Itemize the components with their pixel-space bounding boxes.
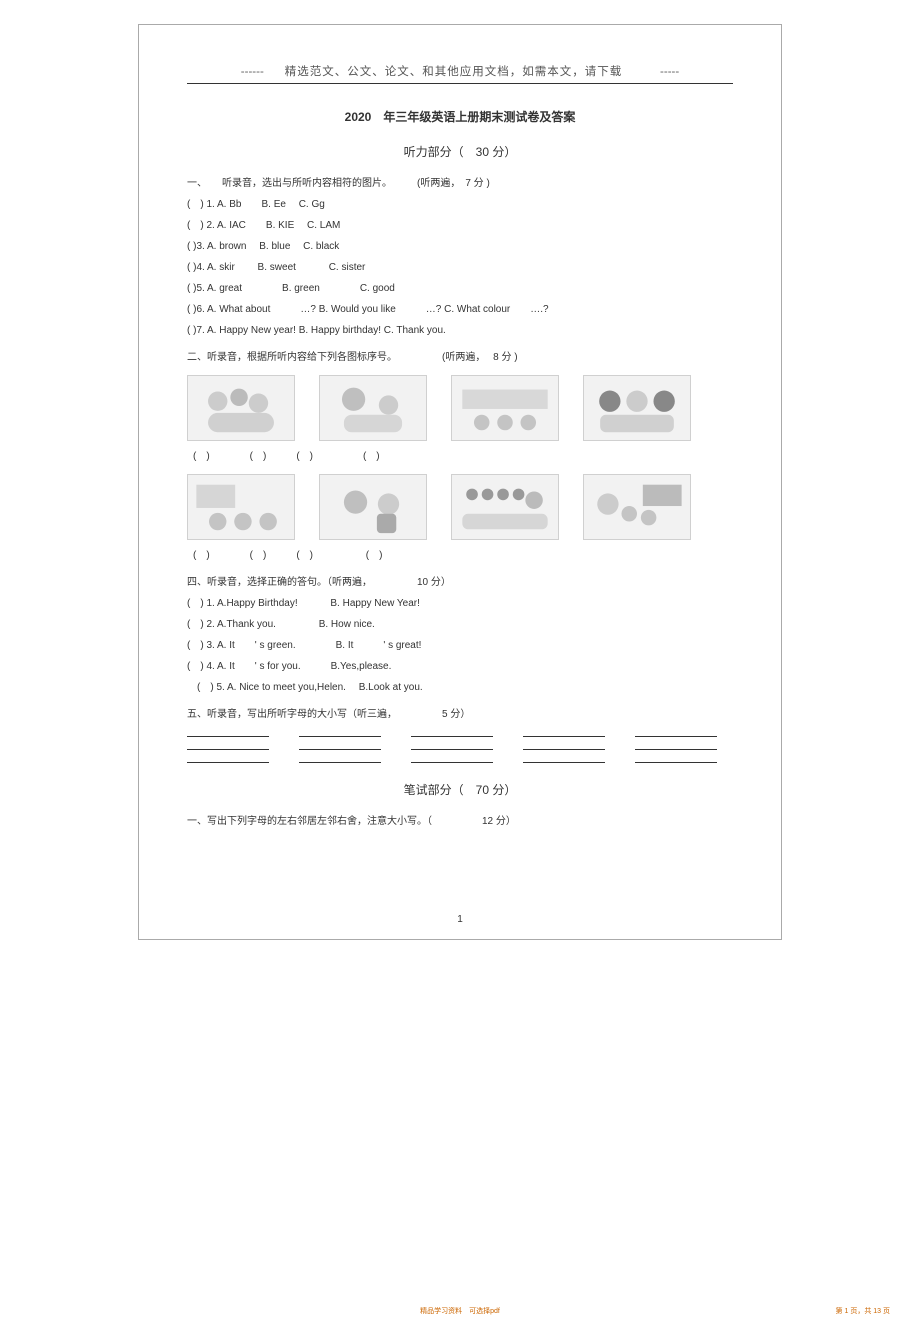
paren-row-1: ( ) ( ) ( ) ( ) bbox=[193, 447, 733, 462]
image-cell bbox=[451, 375, 559, 441]
section5-intro: 五、听录音，写出所听字母的大小写（听三遍， 5 分） bbox=[187, 705, 733, 724]
image-cell bbox=[583, 375, 691, 441]
s4-q1: ( ) 1. A.Happy Birthday! B. Happy New Ye… bbox=[187, 594, 733, 613]
letter-blank bbox=[299, 739, 381, 750]
letter-blank bbox=[635, 752, 717, 763]
footer-center: 精品学习资料 可选择pdf bbox=[420, 1306, 500, 1316]
header-text: 精选范文、公文、论文、和其他应用文档，如需本文，请下载 bbox=[285, 66, 623, 78]
s1-q3: ( )3. A. brown B. blue C. black bbox=[187, 237, 733, 256]
s1-q5: ( )5. A. great B. green C. good bbox=[187, 279, 733, 298]
s1-q2: ( ) 2. A. IAC B. KIE C. LAM bbox=[187, 216, 733, 235]
s4-q5: ( ) 5. A. Nice to meet you,Helen. B.Look… bbox=[187, 678, 733, 697]
letter-blank bbox=[299, 726, 381, 737]
letter-blank bbox=[187, 752, 269, 763]
letter-blank bbox=[187, 726, 269, 737]
image-cell bbox=[319, 375, 427, 441]
listening-image-5 bbox=[187, 474, 295, 540]
image-row-1 bbox=[187, 375, 733, 441]
letter-blank bbox=[523, 726, 605, 737]
image-row-2 bbox=[187, 474, 733, 540]
header-dash-left: ------ bbox=[241, 66, 264, 78]
letter-blank bbox=[523, 739, 605, 750]
header-rule bbox=[187, 83, 733, 84]
blank-row-3 bbox=[187, 752, 733, 763]
letter-blank bbox=[299, 752, 381, 763]
image-cell bbox=[319, 474, 427, 540]
s1-q6: ( )6. A. What about …? B. Would you like… bbox=[187, 300, 733, 319]
letter-blank bbox=[635, 739, 717, 750]
section-5: 五、听录音，写出所听字母的大小写（听三遍， 5 分） bbox=[187, 705, 733, 763]
listening-image-6 bbox=[319, 474, 427, 540]
footer-right: 第 1 页，共 13 页 bbox=[836, 1306, 890, 1316]
document-title: 2020 年三年级英语上册期末测试卷及答案 bbox=[187, 108, 733, 125]
page-frame: ------ 精选范文、公文、论文、和其他应用文档，如需本文，请下载 -----… bbox=[138, 24, 782, 940]
s1-q7: ( )7. A. Happy New year! B. Happy birthd… bbox=[187, 321, 733, 340]
letter-blank bbox=[411, 752, 493, 763]
paren-row-2: ( ) ( ) ( ) ( ) bbox=[193, 546, 733, 561]
s4-q2: ( ) 2. A.Thank you. B. How nice. bbox=[187, 615, 733, 634]
s1-q4: ( )4. A. skir B. sweet C. sister bbox=[187, 258, 733, 277]
listening-image-3 bbox=[451, 375, 559, 441]
section4-intro: 四、听录音，选择正确的答句。（听两遍， 10 分） bbox=[187, 573, 733, 592]
letter-blank bbox=[411, 739, 493, 750]
written-heading: 笔试部分（ 70 分） bbox=[187, 781, 733, 798]
section2-intro: 二、听录音，根据所听内容给下列各图标序号。 (听两遍， 8 分 ) bbox=[187, 348, 733, 367]
section1-intro: 一、 听录音，选出与所听内容相符的图片。 (听两遍， 7 分 ) bbox=[187, 174, 733, 193]
image-cell bbox=[451, 474, 559, 540]
listening-image-2 bbox=[319, 375, 427, 441]
section-2: 二、听录音，根据所听内容给下列各图标序号。 (听两遍， 8 分 ) bbox=[187, 348, 733, 561]
listening-image-7 bbox=[451, 474, 559, 540]
letter-blank bbox=[523, 752, 605, 763]
section-4: 四、听录音，选择正确的答句。（听两遍， 10 分） ( ) 1. A.Happy… bbox=[187, 573, 733, 697]
image-cell bbox=[583, 474, 691, 540]
header-dash-right: ----- bbox=[660, 66, 679, 78]
image-cell bbox=[187, 474, 295, 540]
letter-blank bbox=[635, 726, 717, 737]
letter-blank bbox=[187, 739, 269, 750]
blank-row-2 bbox=[187, 739, 733, 750]
listening-image-1 bbox=[187, 375, 295, 441]
s1-q1: ( ) 1. A. Bb B. Ee C. Gg bbox=[187, 195, 733, 214]
section-1: 一、 听录音，选出与所听内容相符的图片。 (听两遍， 7 分 ) ( ) 1. … bbox=[187, 174, 733, 340]
blank-row-1 bbox=[187, 726, 733, 737]
s4-q3: ( ) 3. A. It ' s green. B. It ' s great! bbox=[187, 636, 733, 655]
written-s1: 一、写出下列字母的左右邻居左邻右舍，注意大小写。（ 12 分） bbox=[187, 812, 733, 831]
page-number: 1 bbox=[139, 914, 781, 925]
listening-heading: 听力部分（ 30 分） bbox=[187, 143, 733, 160]
image-cell bbox=[187, 375, 295, 441]
listening-image-8 bbox=[583, 474, 691, 540]
document-header: ------ 精选范文、公文、论文、和其他应用文档，如需本文，请下载 ----- bbox=[187, 63, 733, 79]
letter-blank bbox=[411, 726, 493, 737]
listening-image-4 bbox=[583, 375, 691, 441]
s4-q4: ( ) 4. A. It ' s for you. B.Yes,please. bbox=[187, 657, 733, 676]
